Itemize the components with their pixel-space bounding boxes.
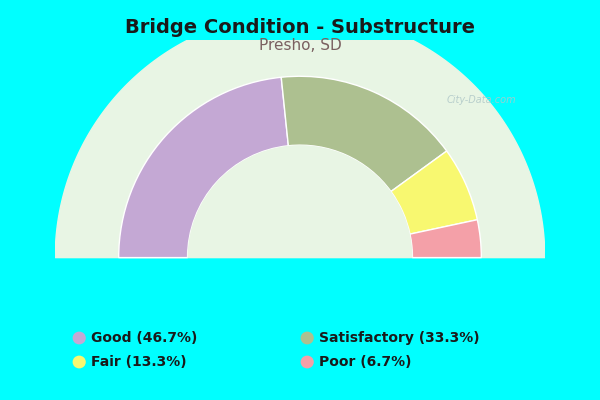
Wedge shape (281, 76, 447, 192)
Wedge shape (188, 145, 412, 258)
Polygon shape (55, 13, 545, 258)
Text: Fair (13.3%): Fair (13.3%) (91, 355, 187, 369)
Wedge shape (119, 77, 289, 258)
Text: Poor (6.7%): Poor (6.7%) (319, 355, 412, 369)
Wedge shape (410, 220, 481, 258)
Text: Presho, SD: Presho, SD (259, 38, 341, 53)
Text: Good (46.7%): Good (46.7%) (91, 331, 197, 345)
Text: City-Data.com: City-Data.com (446, 95, 516, 105)
Text: Bridge Condition - Substructure: Bridge Condition - Substructure (125, 18, 475, 37)
Text: Satisfactory (33.3%): Satisfactory (33.3%) (319, 331, 480, 345)
Wedge shape (391, 151, 478, 234)
